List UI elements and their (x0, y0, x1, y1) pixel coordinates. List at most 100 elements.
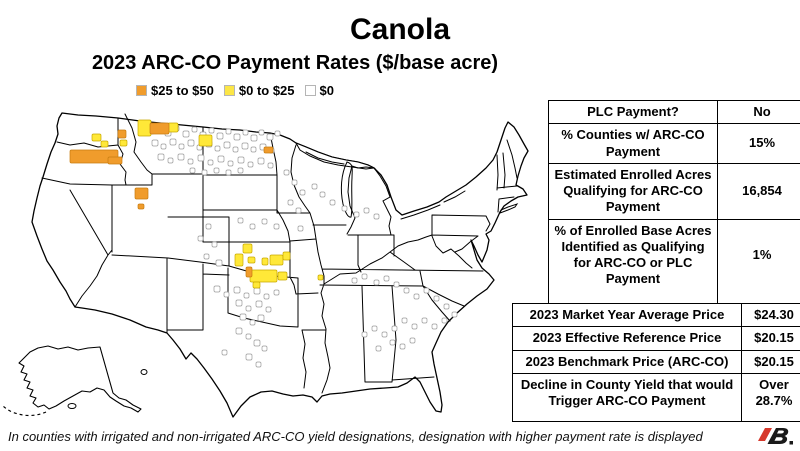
table-row: 2023 Market Year Average Price $24.30 (512, 302, 800, 328)
county-marker (255, 300, 263, 308)
state-borders (41, 113, 518, 394)
county-marker (137, 203, 145, 210)
county-marker (253, 339, 261, 347)
county-marker (441, 317, 448, 324)
county-marker (391, 325, 398, 332)
county-marker (242, 129, 249, 136)
county-marker (257, 314, 265, 322)
county-marker (223, 291, 230, 298)
county-marker (189, 167, 196, 174)
county-marker (250, 146, 257, 153)
county-marker (234, 253, 244, 267)
county-marker (421, 317, 428, 324)
county-marker (225, 128, 232, 135)
county-marker (207, 159, 214, 166)
county-marker (361, 273, 368, 280)
table-row: % of Enrolled Base Acres Identified as Q… (548, 218, 800, 309)
county-marker (134, 187, 149, 200)
county-marker (214, 145, 221, 152)
county-marker (351, 277, 358, 284)
arc-co-summary-table: PLC Payment? No% Counties w/ ARC-CO Payme… (548, 99, 800, 309)
county-marker (249, 223, 256, 230)
county-marker (261, 257, 269, 266)
county-marker (241, 142, 249, 150)
county-marker (250, 134, 258, 142)
county-marker (249, 269, 278, 283)
county-marker (252, 281, 261, 289)
logo-period (789, 441, 793, 445)
table-row-label: 2023 Market Year Average Price (512, 302, 742, 328)
county-marker (216, 132, 224, 140)
county-marker (361, 331, 368, 338)
map-subtitle: 2023 ARC-CO Payment Rates ($/base acre) (91, 52, 499, 74)
county-marker (169, 138, 177, 146)
county-marker (178, 143, 185, 150)
county-marker (263, 293, 270, 300)
county-marker (225, 169, 232, 176)
county-marker (295, 207, 302, 214)
county-marker (317, 274, 324, 281)
county-marker (423, 287, 430, 294)
county-marker (381, 331, 388, 338)
county-marker (151, 139, 159, 147)
county-marker (223, 141, 231, 149)
county-marker (431, 323, 438, 330)
county-marker (245, 266, 253, 278)
county-marker (221, 349, 228, 356)
legend-swatch-icon (223, 85, 235, 96)
county-marker (267, 162, 274, 169)
county-marker (187, 158, 194, 165)
county-marker (100, 140, 109, 148)
county-marker (329, 199, 336, 206)
high-payment-counties (69, 122, 274, 278)
county-marker (363, 207, 370, 214)
county-marker (160, 143, 167, 150)
county-marker (201, 169, 208, 176)
county-marker (247, 161, 254, 168)
county-marker (269, 254, 284, 266)
county-marker (215, 259, 223, 267)
table-row: 2023 Benchmark Price (ARC-CO) $20.15 (512, 349, 800, 374)
county-marker (91, 133, 102, 142)
county-marker (319, 191, 326, 198)
county-marker (239, 313, 247, 321)
county-marker (283, 169, 290, 176)
aleutian-islands (1, 404, 47, 417)
county-marker (249, 319, 256, 326)
county-marker (299, 189, 306, 196)
county-marker (409, 337, 416, 344)
county-marker (258, 129, 265, 136)
county-marker (353, 211, 360, 218)
county-marker (399, 343, 406, 350)
table-row-label: 2023 Effective Reference Price (512, 326, 742, 351)
county-marker (261, 218, 268, 225)
county-marker (311, 183, 318, 190)
county-marker (243, 292, 250, 299)
county-marker (119, 139, 128, 147)
county-marker (389, 339, 396, 346)
table-row-label: % Counties w/ ARC-CO Payment (548, 123, 718, 164)
county-marker (187, 139, 195, 147)
legend-item: $25 to $50 (136, 83, 214, 98)
table-row: % Counties w/ ARC-CO Payment 15% (548, 123, 800, 164)
county-marker (197, 154, 205, 162)
county-marker (237, 167, 244, 174)
county-marker (297, 225, 304, 232)
county-marker (371, 325, 378, 332)
county-marker (137, 119, 152, 137)
price-summary-table: 2023 Market Year Average Price $24.30 2023… (512, 302, 800, 423)
table-row-value: 1% (717, 218, 800, 309)
county-marker (273, 223, 280, 230)
kodiak-island (67, 403, 77, 409)
table-row: Decline in County Yield that would Trigg… (512, 372, 800, 423)
legend-swatch-icon (136, 85, 147, 96)
county-marker (107, 156, 123, 165)
county-marker (261, 345, 268, 352)
county-marker (451, 311, 458, 318)
county-marker (232, 146, 239, 153)
county-marker (265, 306, 272, 313)
county-marker (211, 241, 218, 248)
county-marker (403, 287, 410, 294)
county-marker (235, 299, 243, 307)
